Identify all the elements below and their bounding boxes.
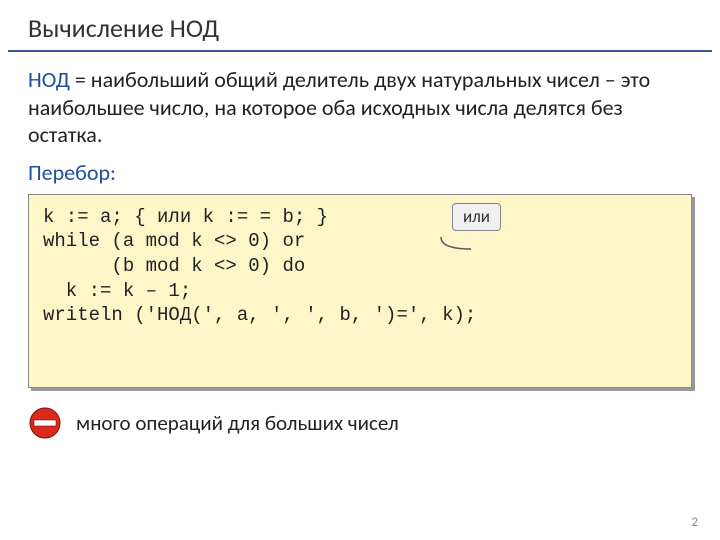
footer-note: много операций для больших чисел <box>0 398 720 448</box>
definition-rest: = наибольший общий делитель двух натурал… <box>28 66 650 148</box>
code-line-3: (b mod k <> 0) do <box>43 255 305 277</box>
section-label: Перебор: <box>0 153 720 190</box>
footer-note-text: много операций для больших чисел <box>76 410 399 436</box>
connector-line <box>439 235 473 253</box>
code-line-4: k := k – 1; <box>43 280 191 302</box>
page-number: 2 <box>691 515 698 530</box>
code-line-2: while (a mod k <> 0) or <box>43 230 305 252</box>
code-line-1: k := a; { или k := = b; } <box>43 206 328 228</box>
definition-text: НОД = наибольший общий делитель двух нат… <box>0 52 720 153</box>
code-line-5: writeln ('НОД(', a, ', ', b, ')=', k); <box>43 304 476 326</box>
callout-badge: или <box>452 203 501 231</box>
code-block: k := a; { или k := = b; } while (a mod k… <box>28 194 692 389</box>
no-entry-icon <box>28 406 62 440</box>
term-highlight: НОД <box>28 66 70 93</box>
slide-title: Вычисление НОД <box>8 0 712 52</box>
